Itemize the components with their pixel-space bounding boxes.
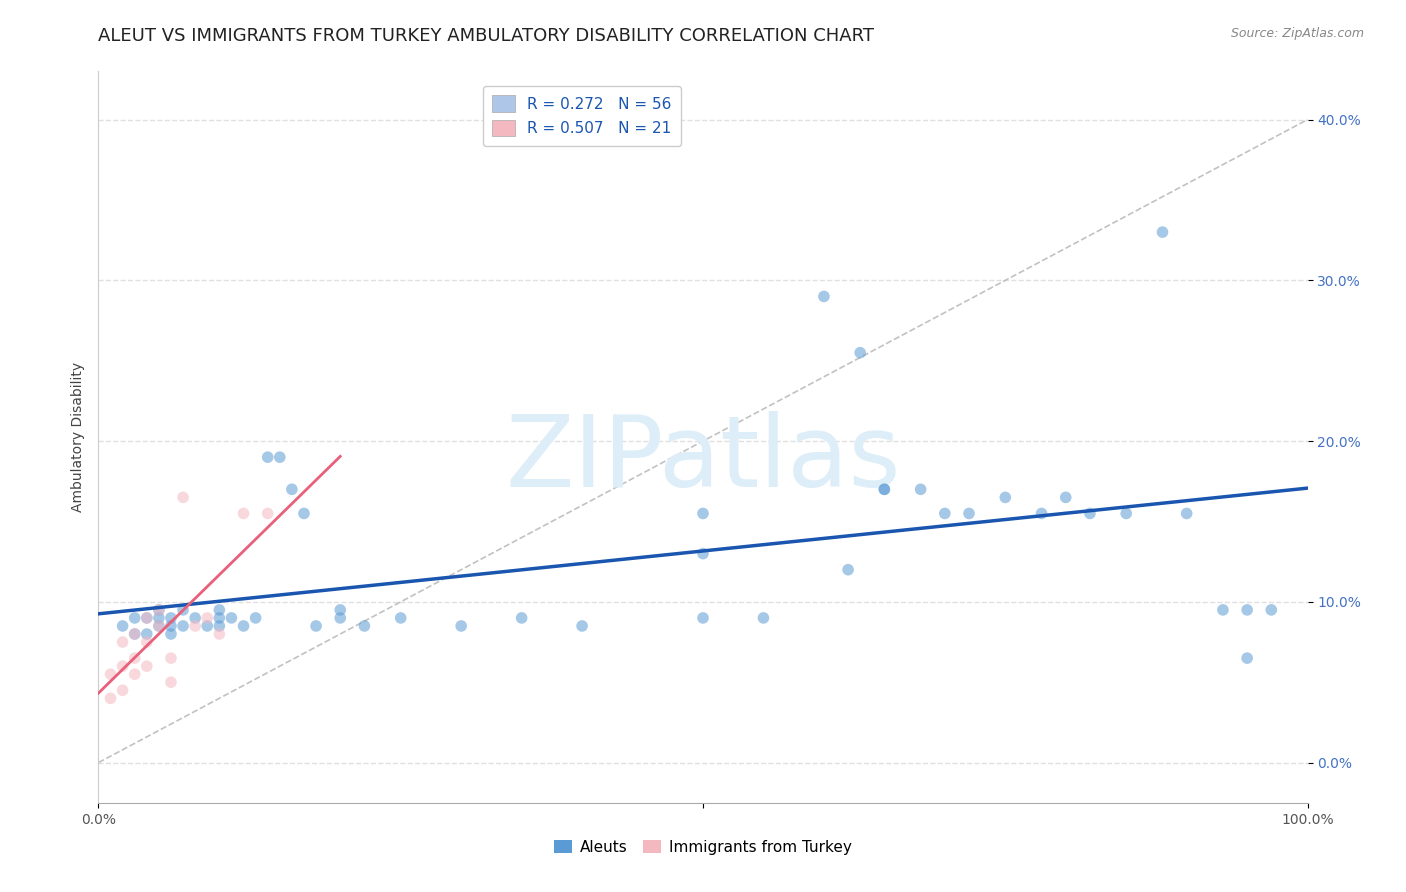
Point — [934, 507, 956, 521]
Point — [849, 345, 872, 359]
Point — [184, 611, 207, 625]
Point — [752, 611, 775, 625]
Point — [873, 483, 896, 497]
Point — [292, 507, 315, 521]
Point — [184, 619, 207, 633]
Point — [256, 507, 278, 521]
Y-axis label: Ambulatory Disability: Ambulatory Disability — [70, 362, 84, 512]
Text: ZIPatlas: ZIPatlas — [505, 410, 901, 508]
Point — [111, 619, 134, 633]
Point — [389, 611, 412, 625]
Point — [148, 603, 170, 617]
Point — [111, 659, 134, 673]
Point — [172, 603, 194, 617]
Point — [329, 611, 352, 625]
Point — [450, 619, 472, 633]
Point — [245, 611, 267, 625]
Point — [305, 619, 328, 633]
Point — [910, 483, 932, 497]
Point — [208, 619, 231, 633]
Point — [957, 507, 980, 521]
Point — [124, 667, 146, 681]
Text: Source: ZipAtlas.com: Source: ZipAtlas.com — [1230, 27, 1364, 40]
Point — [148, 611, 170, 625]
Point — [1152, 225, 1174, 239]
Point — [160, 627, 183, 641]
Point — [135, 611, 157, 625]
Point — [160, 619, 183, 633]
Point — [232, 619, 254, 633]
Point — [135, 635, 157, 649]
Point — [1236, 651, 1258, 665]
Point — [148, 619, 170, 633]
Point — [510, 611, 533, 625]
Point — [208, 611, 231, 625]
Point — [172, 619, 194, 633]
Point — [148, 603, 170, 617]
Point — [1260, 603, 1282, 617]
Point — [100, 691, 122, 706]
Text: ALEUT VS IMMIGRANTS FROM TURKEY AMBULATORY DISABILITY CORRELATION CHART: ALEUT VS IMMIGRANTS FROM TURKEY AMBULATO… — [98, 27, 875, 45]
Point — [353, 619, 375, 633]
Point — [329, 603, 352, 617]
Point — [160, 611, 183, 625]
Point — [100, 667, 122, 681]
Point — [111, 635, 134, 649]
Point — [692, 507, 714, 521]
Point — [269, 450, 291, 465]
Point — [232, 507, 254, 521]
Point — [1078, 507, 1101, 521]
Point — [281, 483, 304, 497]
Point — [124, 611, 146, 625]
Point — [1031, 507, 1053, 521]
Point — [256, 450, 278, 465]
Point — [195, 611, 218, 625]
Point — [571, 619, 593, 633]
Point — [873, 483, 896, 497]
Point — [692, 547, 714, 561]
Point — [1115, 507, 1137, 521]
Point — [1236, 603, 1258, 617]
Point — [1175, 507, 1198, 521]
Point — [124, 651, 146, 665]
Point — [111, 683, 134, 698]
Point — [208, 603, 231, 617]
Point — [160, 675, 183, 690]
Point — [160, 651, 183, 665]
Point — [692, 611, 714, 625]
Point — [148, 619, 170, 633]
Point — [837, 563, 859, 577]
Point — [135, 627, 157, 641]
Point — [124, 627, 146, 641]
Point — [813, 289, 835, 303]
Point — [195, 619, 218, 633]
Point — [135, 659, 157, 673]
Point — [135, 611, 157, 625]
Legend: Aleuts, Immigrants from Turkey: Aleuts, Immigrants from Turkey — [548, 834, 858, 861]
Point — [221, 611, 243, 625]
Point — [172, 491, 194, 505]
Point — [1054, 491, 1077, 505]
Point — [208, 627, 231, 641]
Point — [124, 627, 146, 641]
Point — [994, 491, 1017, 505]
Point — [1212, 603, 1234, 617]
